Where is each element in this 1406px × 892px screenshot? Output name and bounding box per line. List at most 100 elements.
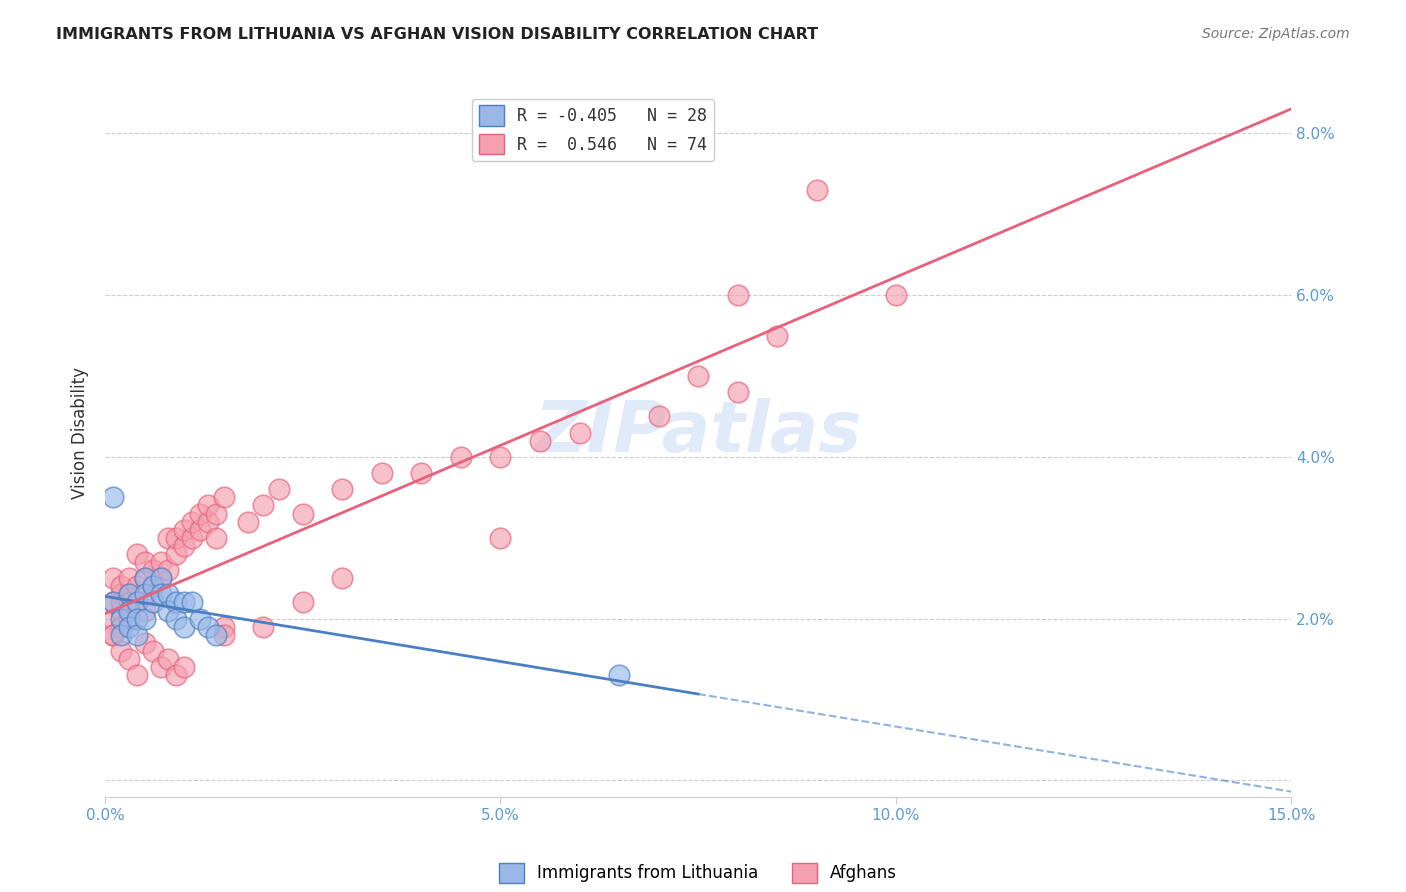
Point: [110, 644, 132, 658]
Point: [269, 482, 291, 496]
Point: [188, 507, 211, 521]
Point: [125, 628, 148, 642]
Point: [118, 587, 141, 601]
Point: [157, 531, 180, 545]
Point: [149, 571, 172, 585]
Point: [489, 450, 512, 464]
Point: [134, 604, 156, 618]
Point: [568, 425, 591, 440]
Point: [173, 620, 195, 634]
Point: [118, 652, 141, 666]
Point: [205, 507, 228, 521]
Point: [118, 587, 141, 601]
Point: [165, 612, 187, 626]
Point: [101, 628, 124, 642]
Point: [647, 409, 669, 424]
Point: [157, 563, 180, 577]
Point: [125, 668, 148, 682]
Point: [173, 660, 195, 674]
Point: [149, 587, 172, 601]
Point: [110, 595, 132, 609]
Point: [118, 604, 141, 618]
Point: [766, 328, 789, 343]
Point: [205, 628, 228, 642]
Point: [125, 579, 148, 593]
Point: [236, 515, 259, 529]
Point: [173, 539, 195, 553]
Point: [157, 652, 180, 666]
Point: [181, 531, 204, 545]
Point: [101, 612, 124, 626]
Point: [411, 466, 433, 480]
Point: [165, 595, 187, 609]
Point: [197, 515, 219, 529]
Point: [450, 450, 472, 464]
Point: [110, 612, 132, 626]
Point: [727, 385, 749, 400]
Point: [142, 579, 165, 593]
Point: [134, 555, 156, 569]
Point: [118, 620, 141, 634]
Point: [212, 491, 235, 505]
Point: [149, 660, 172, 674]
Point: [125, 612, 148, 626]
Point: [110, 628, 132, 642]
Point: [110, 620, 132, 634]
Point: [101, 491, 124, 505]
Point: [197, 499, 219, 513]
Y-axis label: Vision Disability: Vision Disability: [72, 367, 89, 499]
Point: [165, 531, 187, 545]
Point: [110, 579, 132, 593]
Point: [134, 587, 156, 601]
Point: [125, 595, 148, 609]
Point: [134, 571, 156, 585]
Point: [197, 620, 219, 634]
Point: [110, 604, 132, 618]
Point: [165, 547, 187, 561]
Point: [125, 547, 148, 561]
Point: [173, 523, 195, 537]
Point: [165, 668, 187, 682]
Point: [110, 587, 132, 601]
Point: [212, 628, 235, 642]
Point: [252, 620, 274, 634]
Point: [149, 571, 172, 585]
Text: ZIPatlas: ZIPatlas: [534, 398, 862, 467]
Point: [188, 612, 211, 626]
Point: [142, 644, 165, 658]
Point: [101, 595, 124, 609]
Point: [142, 579, 165, 593]
Point: [688, 368, 710, 383]
Point: [529, 434, 551, 448]
Point: [173, 595, 195, 609]
Point: [101, 595, 124, 609]
Point: [607, 668, 630, 682]
Point: [149, 555, 172, 569]
Point: [101, 628, 124, 642]
Point: [332, 482, 354, 496]
Point: [212, 620, 235, 634]
Point: [118, 604, 141, 618]
Point: [884, 288, 907, 302]
Point: [118, 595, 141, 609]
Point: [134, 571, 156, 585]
Point: [125, 595, 148, 609]
Point: [157, 604, 180, 618]
Point: [205, 531, 228, 545]
Point: [252, 499, 274, 513]
Text: IMMIGRANTS FROM LITHUANIA VS AFGHAN VISION DISABILITY CORRELATION CHART: IMMIGRANTS FROM LITHUANIA VS AFGHAN VISI…: [56, 27, 818, 42]
Point: [134, 587, 156, 601]
Text: Source: ZipAtlas.com: Source: ZipAtlas.com: [1202, 27, 1350, 41]
Point: [157, 587, 180, 601]
Point: [291, 507, 314, 521]
Point: [188, 523, 211, 537]
Point: [134, 612, 156, 626]
Point: [118, 571, 141, 585]
Point: [291, 595, 314, 609]
Point: [181, 515, 204, 529]
Legend: R = -0.405   N = 28, R =  0.546   N = 74: R = -0.405 N = 28, R = 0.546 N = 74: [472, 99, 713, 161]
Point: [181, 595, 204, 609]
Point: [142, 595, 165, 609]
Point: [101, 571, 124, 585]
Point: [806, 183, 828, 197]
